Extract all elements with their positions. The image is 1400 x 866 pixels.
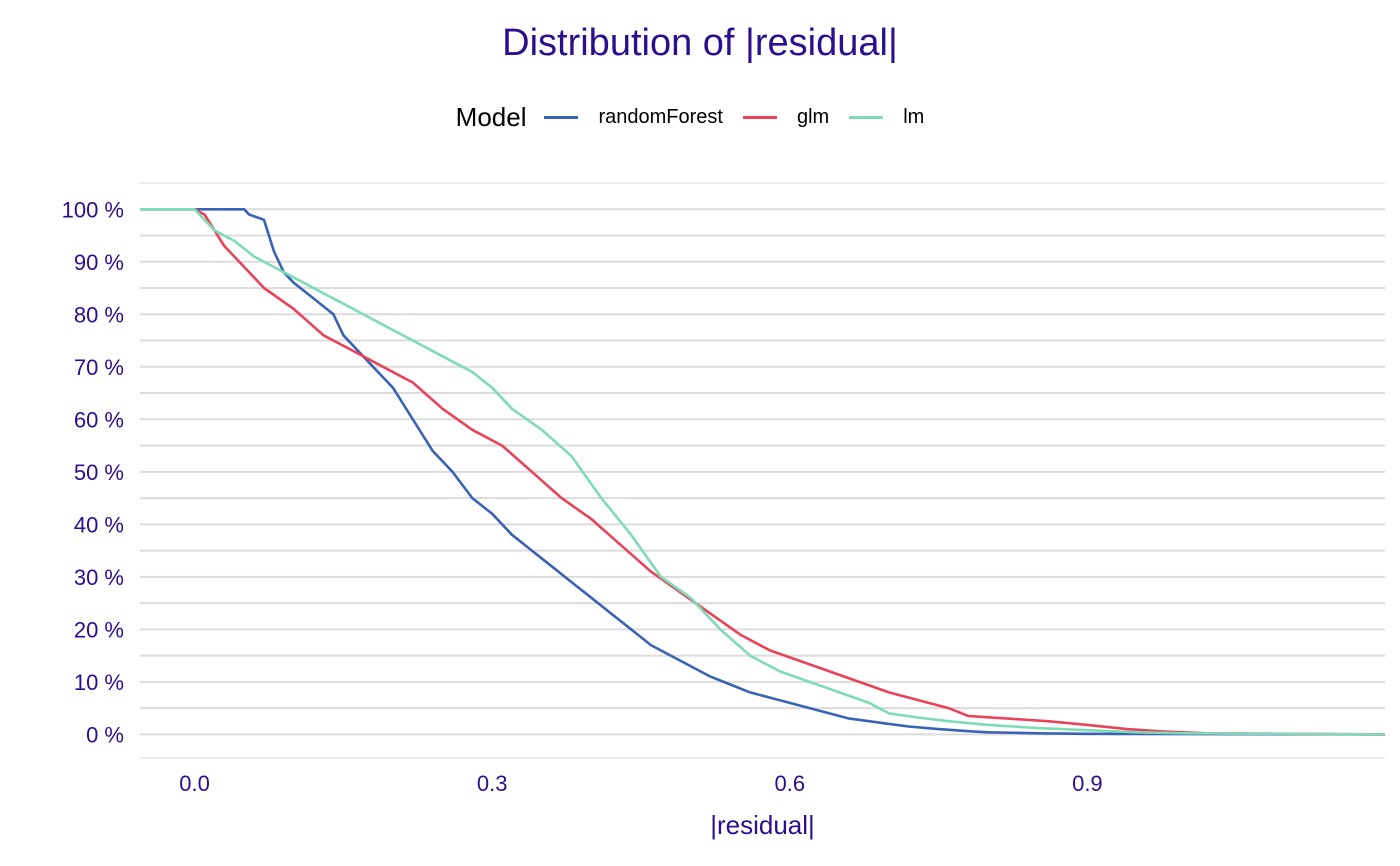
legend-item-glm: glm: [742, 106, 830, 129]
legend: Model randomForest glm lm: [0, 102, 1400, 133]
legend-title: Model: [455, 102, 527, 132]
y-tick-label: 30 %: [74, 565, 124, 590]
y-tick-label: 0 %: [86, 722, 124, 747]
x-tick-label: 0.6: [774, 771, 805, 796]
y-tick-label: 20 %: [74, 617, 124, 642]
legend-label-randomforest: randomForest: [598, 106, 723, 128]
y-tick-label: 50 %: [74, 460, 124, 485]
y-tick-label: 10 %: [74, 670, 124, 695]
series-line-randomforest: [140, 208, 1386, 736]
y-axis-ticks: 0 % 10 % 20 % 30 % 40 % 50 % 60 % 70 % 80 % 90 % 1…: [62, 197, 124, 747]
x-tick-label: 0.0: [179, 771, 210, 796]
x-tick-label: 0.9: [1072, 771, 1103, 796]
x-axis-label: |residual|: [710, 810, 815, 840]
grid-lines: [140, 182, 1385, 759]
legend-item-lm: lm: [849, 106, 924, 129]
y-tick-label: 100 %: [62, 197, 124, 222]
chart-title: Distribution of |residual|: [502, 22, 898, 64]
y-tick-label: 70 %: [74, 355, 124, 380]
series-line-lm: [140, 208, 1386, 736]
legend-item-randomforest: randomForest: [544, 106, 723, 129]
y-tick-label: 40 %: [74, 512, 124, 537]
y-tick-label: 60 %: [74, 407, 124, 432]
legend-swatch-randomforest: [544, 116, 579, 119]
y-tick-label: 90 %: [74, 250, 124, 275]
series-line-glm: [140, 208, 1386, 736]
series-lines: [140, 208, 1386, 736]
x-axis-ticks: 0.0 0.3 0.6 0.9: [179, 771, 1102, 796]
x-tick-label: 0.3: [477, 771, 508, 796]
legend-swatch-lm: [849, 116, 884, 119]
legend-label-glm: glm: [796, 106, 830, 128]
legend-swatch-glm: [742, 116, 777, 119]
y-tick-label: 80 %: [74, 302, 124, 327]
legend-label-lm: lm: [903, 106, 925, 128]
